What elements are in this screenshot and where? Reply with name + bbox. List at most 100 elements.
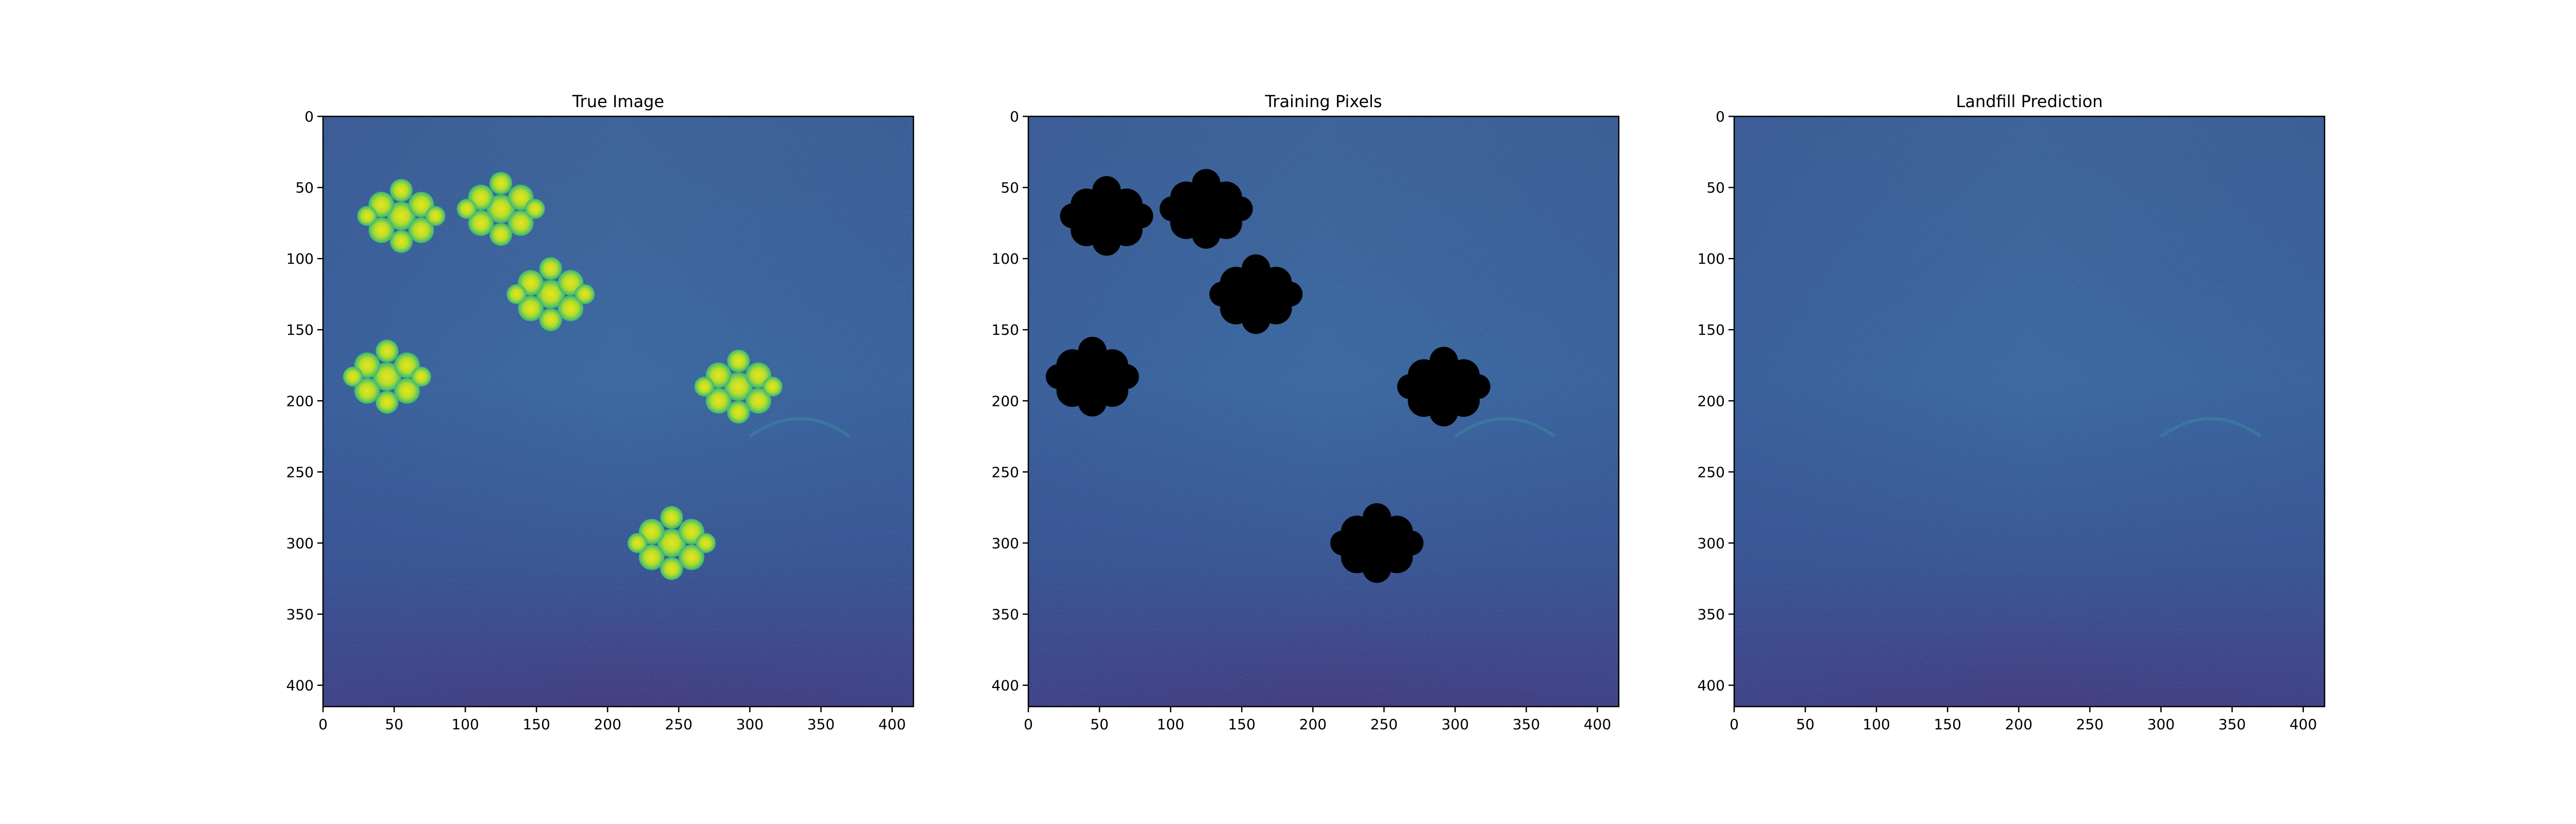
x-tick-label: 350 — [807, 716, 835, 733]
y-tick-label: 200 — [992, 392, 1019, 409]
y-tick-label: 300 — [286, 535, 314, 552]
x-tick-label: 50 — [1090, 716, 1109, 733]
x-tick-label: 100 — [1157, 716, 1184, 733]
y-tick-label: 0 — [1010, 108, 1019, 125]
x-tick-label: 100 — [451, 716, 479, 733]
panel-1: True Image 0 50 100 150 200 250 300 350 400 0 50 100… — [286, 92, 913, 733]
landfill-blob — [426, 206, 446, 226]
landfill-blob — [357, 206, 377, 226]
landfill-blob — [696, 533, 716, 553]
landfill-blob — [762, 376, 783, 397]
x-tick-label: 350 — [2218, 716, 2246, 733]
mask-blob — [1278, 282, 1302, 306]
y-tick-label: 250 — [992, 464, 1019, 480]
x-tick-label: 50 — [385, 716, 403, 733]
x-tick-label: 0 — [1730, 716, 1739, 733]
landfill-blob — [411, 367, 431, 387]
mask-blob — [1114, 364, 1139, 389]
y-tick-label: 50 — [1001, 179, 1019, 196]
mask-blob — [1128, 203, 1153, 228]
x-tick-label: 200 — [2005, 716, 2032, 733]
x-tick-label: 250 — [665, 716, 692, 733]
mask-blob — [1430, 347, 1458, 375]
mask-blob — [1399, 530, 1423, 555]
y-tick-label: 200 — [286, 392, 314, 409]
landfill-blob — [660, 557, 683, 580]
mask-blob — [1209, 282, 1234, 306]
y-tick-label: 350 — [286, 606, 314, 623]
y-tick-label: 50 — [295, 179, 314, 196]
landfill-blob — [539, 257, 562, 280]
x-tick-label: 150 — [1228, 716, 1255, 733]
landfill-blob — [489, 172, 512, 195]
y-tick-label: 250 — [286, 464, 314, 480]
image-texture — [1734, 116, 2325, 707]
y-tick-label: 300 — [1698, 535, 1725, 552]
mask-blob — [1192, 169, 1221, 197]
panel-2: Training Pixels 0 50 100 150 200 250 300 350 400 0… — [992, 92, 1619, 733]
x-tick-label: 250 — [2076, 716, 2104, 733]
y-tick-label: 300 — [992, 535, 1019, 552]
y-tick-label: 350 — [992, 606, 1019, 623]
landfill-blob — [628, 533, 648, 553]
landfill-blob — [489, 223, 512, 246]
mask-blob — [1242, 305, 1270, 334]
mask-blob — [1430, 398, 1458, 426]
landfill-blob — [376, 391, 398, 414]
x-tick-label: 200 — [1299, 716, 1327, 733]
panel-title: Training Pixels — [1264, 92, 1382, 111]
x-tick-label: 100 — [1862, 716, 1890, 733]
mask-blob — [1228, 196, 1252, 221]
x-tick-label: 400 — [878, 716, 906, 733]
landfill-blob — [694, 376, 715, 397]
x-tick-label: 150 — [522, 716, 550, 733]
x-tick-label: 300 — [1442, 716, 1469, 733]
mask-blob — [1465, 374, 1490, 399]
mask-blob — [1060, 203, 1084, 228]
y-tick-label: 100 — [286, 250, 314, 267]
mask-blob — [1330, 530, 1355, 555]
mask-blob — [1092, 176, 1121, 204]
mask-blob — [1397, 374, 1422, 399]
x-tick-label: 400 — [1584, 716, 1611, 733]
y-tick-label: 100 — [992, 250, 1019, 267]
y-tick-label: 150 — [286, 321, 314, 338]
y-tick-label: 350 — [1698, 606, 1725, 623]
y-tick-label: 50 — [1706, 179, 1725, 196]
x-tick-label: 0 — [318, 716, 328, 733]
x-tick-label: 250 — [1370, 716, 1398, 733]
x-tick-label: 50 — [1796, 716, 1815, 733]
x-tick-label: 300 — [736, 716, 764, 733]
landfill-blob — [390, 230, 413, 253]
y-tick-label: 150 — [992, 321, 1019, 338]
landfill-blob — [525, 199, 545, 219]
landfill-blob — [390, 179, 413, 202]
y-tick-label: 200 — [1698, 392, 1725, 409]
y-tick-label: 400 — [992, 677, 1019, 694]
panel-3: Landfill Prediction0 50 100 150 200 250 300 350… — [1698, 92, 2325, 733]
mask-blob — [1078, 337, 1107, 365]
y-tick-label: 100 — [1698, 250, 1725, 267]
landfill-blob — [506, 284, 527, 304]
y-tick-label: 250 — [1698, 464, 1725, 480]
y-tick-label: 400 — [1698, 677, 1725, 694]
landfill-blob — [727, 350, 750, 372]
x-tick-label: 300 — [2147, 716, 2175, 733]
mask-blob — [1192, 220, 1221, 249]
y-tick-label: 0 — [1716, 108, 1725, 125]
landfill-blob — [343, 367, 363, 387]
mask-blob — [1160, 196, 1184, 221]
panel-title: True Image — [572, 92, 664, 111]
mask-blob — [1046, 364, 1071, 389]
mask-blob — [1363, 555, 1391, 583]
landfill-blob — [376, 340, 398, 363]
mask-blob — [1092, 227, 1121, 255]
mask-blob — [1363, 503, 1391, 531]
y-tick-label: 0 — [304, 108, 314, 125]
x-tick-label: 350 — [1513, 716, 1540, 733]
panels: True Image 0 50 100 150 200 250 300 350 400 0 50 100… — [286, 92, 2325, 733]
y-tick-label: 150 — [1698, 321, 1725, 338]
mask-blob — [1078, 388, 1107, 416]
landfill-blob — [457, 199, 477, 219]
